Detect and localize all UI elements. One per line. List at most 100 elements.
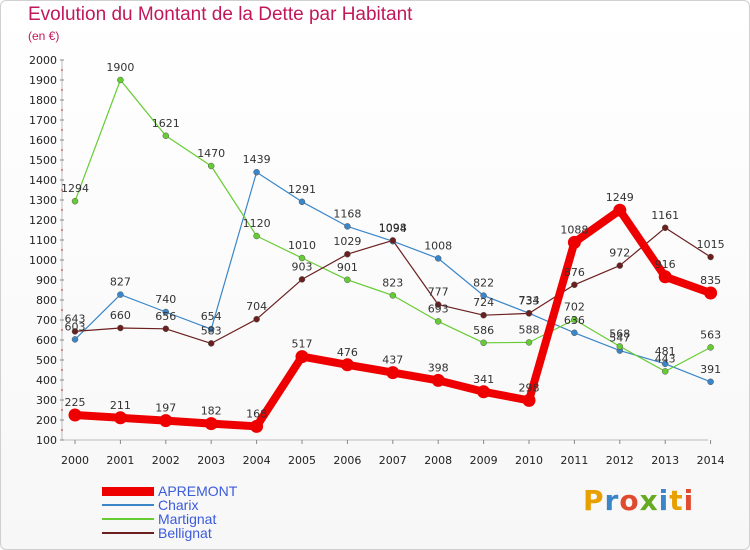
data-point-bellignat xyxy=(298,276,306,283)
data-point-bellignat xyxy=(117,324,124,332)
chart-title: Evolution du Montant de la Dette par Hab… xyxy=(28,4,413,25)
data-point-bellignat xyxy=(344,250,351,258)
data-label-apremont: 1088 xyxy=(560,223,588,236)
y-tick-label: 200 xyxy=(36,414,57,427)
y-tick-label: 1300 xyxy=(29,194,57,207)
data-label-charix: 603 xyxy=(65,320,86,333)
data-point-apremont xyxy=(159,414,173,428)
data-label-charix: 827 xyxy=(110,276,131,289)
data-label-bellignat: 876 xyxy=(564,266,585,279)
data-point-apremont xyxy=(340,358,354,372)
data-label-apremont: 341 xyxy=(473,373,494,386)
data-label-charix: 654 xyxy=(201,310,222,323)
data-label-bellignat: 1098 xyxy=(379,221,407,234)
data-point-bellignat xyxy=(71,328,79,335)
data-point-charix xyxy=(162,308,170,316)
data-label-martignat: 823 xyxy=(382,276,403,289)
data-label-apremont: 1249 xyxy=(606,191,634,204)
y-tick-label: 400 xyxy=(36,374,57,387)
data-label-apremont: 437 xyxy=(382,354,403,367)
data-labels: 225 211 197 182 168 517 476 437 398 341 298 1088 124… xyxy=(61,61,725,420)
data-label-charix: 734 xyxy=(519,294,540,307)
x-tick-label: 2000 xyxy=(61,454,89,467)
data-label-apremont: 211 xyxy=(110,399,131,412)
data-point-bellignat xyxy=(661,224,669,232)
data-point-martignat xyxy=(571,316,578,323)
data-point-apremont xyxy=(613,203,627,217)
data-point-apremont xyxy=(68,408,82,422)
data-label-apremont: 225 xyxy=(65,396,86,409)
data-label-apremont: 197 xyxy=(155,402,176,415)
data-label-martignat: 1294 xyxy=(61,182,89,195)
data-label-martignat: 563 xyxy=(700,328,721,341)
data-point-charix xyxy=(480,292,487,299)
data-label-bellignat: 972 xyxy=(609,247,630,260)
data-label-bellignat: 704 xyxy=(246,300,267,313)
y-tick-label: 2000 xyxy=(29,54,57,67)
data-label-bellignat: 660 xyxy=(110,309,131,322)
data-point-apremont xyxy=(386,366,400,380)
axes: 100 200 300 400 500 600 700 800 900 1000 1100 1200 1… xyxy=(29,54,725,467)
data-label-apremont: 168 xyxy=(246,407,267,420)
data-label-bellignat: 656 xyxy=(155,310,176,323)
data-point-charix xyxy=(253,168,260,176)
data-label-charix: 1439 xyxy=(243,153,271,166)
data-point-charix xyxy=(71,336,79,343)
data-label-apremont: 182 xyxy=(201,405,222,418)
x-tick-label: 2006 xyxy=(333,454,361,467)
legend-label-apremont: APREMONT xyxy=(158,483,238,499)
x-tick-label: 2014 xyxy=(697,454,725,467)
data-label-bellignat: 724 xyxy=(473,296,494,309)
x-tick-label: 2004 xyxy=(243,454,271,467)
data-label-martignat: 1010 xyxy=(288,239,316,252)
data-label-charix: 1168 xyxy=(333,207,361,220)
data-point-charix xyxy=(117,291,124,298)
data-label-apremont: 476 xyxy=(337,346,358,359)
data-point-martignat xyxy=(525,339,533,346)
data-point-martignat xyxy=(71,197,79,205)
data-point-apremont xyxy=(522,393,536,407)
data-label-bellignat: 903 xyxy=(292,260,313,273)
legend: APREMONT Charix Martignat Bellignat xyxy=(102,483,238,541)
y-tick-label: 1500 xyxy=(29,154,57,167)
data-label-martignat: 1470 xyxy=(197,147,225,160)
data-point-charix xyxy=(661,360,669,368)
data-point-martignat xyxy=(661,368,669,375)
data-label-apremont: 398 xyxy=(428,361,449,374)
data-label-charix: 822 xyxy=(473,277,494,290)
data-label-martignat: 586 xyxy=(473,324,494,337)
data-label-martignat: 702 xyxy=(564,301,585,314)
data-point-martignat xyxy=(298,254,306,262)
data-point-martignat xyxy=(162,132,170,140)
chart-subtitle: (en €) xyxy=(28,29,60,43)
data-label-charix: 481 xyxy=(655,345,676,358)
data-point-bellignat xyxy=(207,340,215,347)
data-point-apremont xyxy=(113,411,127,425)
y-tick-label: 900 xyxy=(36,274,57,287)
data-point-bellignat xyxy=(162,325,170,333)
data-label-apremont: 517 xyxy=(292,338,313,351)
data-point-apremont xyxy=(250,419,264,433)
data-label-bellignat: 643 xyxy=(65,312,86,325)
data-label-bellignat: 1015 xyxy=(697,238,725,251)
data-point-bellignat xyxy=(525,310,533,317)
y-tick-label: 1100 xyxy=(29,234,57,247)
data-point-bellignat xyxy=(480,311,487,319)
data-point-apremont xyxy=(567,235,581,249)
data-label-charix: 1291 xyxy=(288,183,316,196)
y-tick-label: 600 xyxy=(36,334,57,347)
x-tick-label: 2002 xyxy=(152,454,180,467)
y-tick-label: 1000 xyxy=(29,254,57,267)
x-tick-label: 2005 xyxy=(288,454,316,467)
x-tick-label: 2012 xyxy=(606,454,634,467)
data-point-bellignat xyxy=(389,237,397,244)
x-tick-label: 2011 xyxy=(560,454,588,467)
y-tick-label: 1800 xyxy=(29,94,57,107)
y-tick-label: 1600 xyxy=(29,134,57,147)
data-label-martignat: 443 xyxy=(655,352,676,365)
legend-item-charix: Charix xyxy=(102,497,237,513)
data-point-martignat xyxy=(207,162,215,170)
data-point-charix xyxy=(298,198,306,206)
legend-swatch-martignat xyxy=(102,518,154,520)
